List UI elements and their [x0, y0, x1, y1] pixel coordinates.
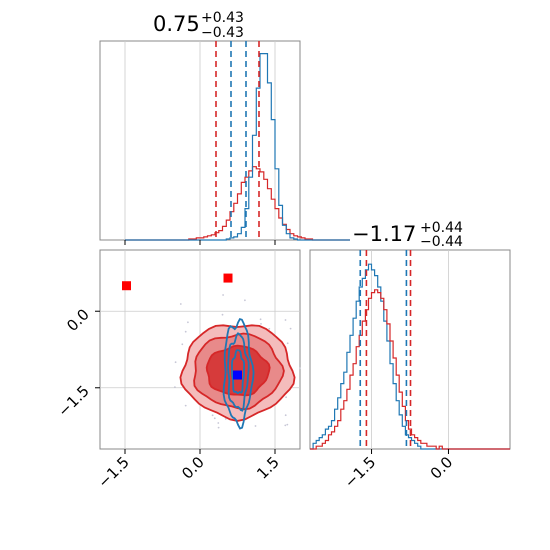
title-lower-error: −0.44: [420, 234, 463, 250]
axes-frame: [309, 249, 511, 450]
scatter-point: [174, 361, 177, 364]
scatter-point: [184, 404, 187, 407]
title-value: 0.75: [153, 12, 200, 36]
contour-blue: [222, 318, 255, 430]
scatter-point: [284, 319, 287, 321]
scatter-point: [254, 425, 257, 427]
scatter-point: [244, 299, 246, 302]
y-tick-label: 0.0: [63, 305, 93, 335]
panel-joint-param1-param2: [99, 249, 301, 450]
scatter-point: [284, 424, 287, 427]
title-param2: −1.17 +0.44 −0.44: [352, 220, 463, 250]
scatter-point: [222, 294, 225, 296]
marker-square: [233, 370, 242, 380]
histogram-blue: [125, 53, 350, 241]
title-value: −1.17: [352, 222, 416, 246]
title-upper-error: +0.43: [201, 10, 244, 26]
scatter-point: [174, 386, 176, 388]
scatter-point: [184, 330, 187, 333]
scatter-point: [285, 396, 287, 399]
contour-blue: [227, 332, 250, 412]
x-tick-label: −1.5: [94, 453, 132, 491]
panel-marginal-param1: [99, 40, 350, 241]
scatter-point: [224, 418, 227, 420]
scatter-point: [187, 321, 189, 324]
scatter-point: [221, 313, 224, 316]
contour-red: [205, 344, 271, 397]
x-tick-label: −1.5: [341, 453, 379, 491]
scatter-point: [286, 342, 289, 345]
scatter-point: [217, 426, 220, 429]
scatter-point: [217, 422, 220, 424]
x-tick-label: 1.5: [253, 453, 283, 483]
scatter-point: [299, 367, 301, 370]
scatter-point: [286, 423, 289, 426]
panel-marginal-param2: [309, 249, 511, 450]
title-upper-error: +0.44: [420, 220, 463, 236]
histogram-red: [310, 289, 510, 450]
scatter-point: [213, 417, 216, 420]
x-tick-label: 0.0: [178, 453, 208, 483]
scatter-point: [268, 327, 271, 330]
scatter-point: [289, 327, 292, 330]
contour-blue: [231, 349, 245, 395]
y-tick-label: −1.5: [54, 382, 92, 420]
scatter-point: [284, 414, 287, 417]
title-param1: 0.75 +0.43 −0.43: [153, 10, 244, 41]
scatter-point: [260, 323, 262, 325]
x-tick-label: 0.0: [427, 453, 457, 483]
marker-square: [223, 273, 233, 283]
scatter-point: [181, 343, 184, 346]
scatter-point: [179, 303, 182, 305]
scatter-point: [211, 414, 214, 417]
title-lower-error: −0.43: [201, 25, 244, 41]
marker-square: [122, 281, 131, 291]
scatter-point: [259, 318, 262, 321]
